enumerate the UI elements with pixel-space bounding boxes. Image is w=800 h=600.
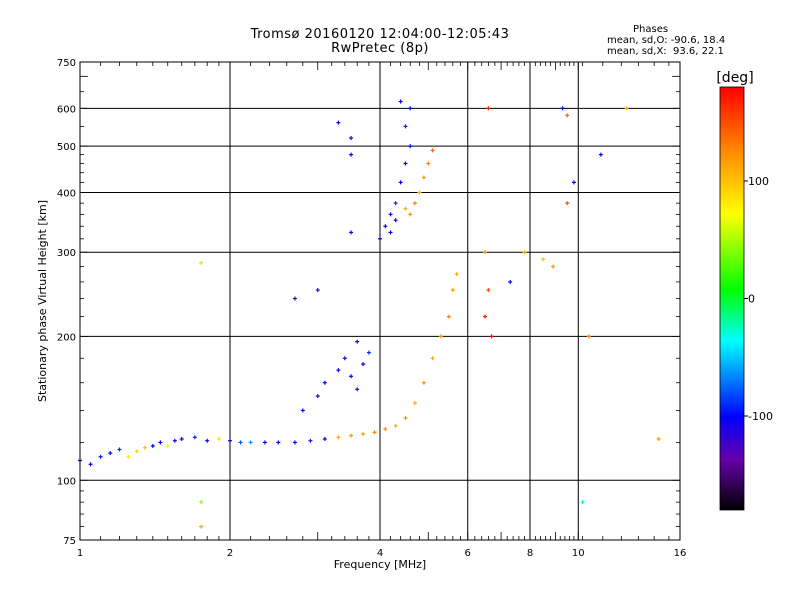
x-tick-label: 6 bbox=[465, 548, 471, 559]
colorbar-tick-label: 100 bbox=[748, 175, 769, 188]
scatter-points bbox=[78, 99, 661, 529]
y-tick-label: 300 bbox=[57, 248, 76, 259]
x-tick-label: 2 bbox=[227, 548, 233, 559]
phase-stats-x-mode: mean, sd,X: 93.6, 22.1 bbox=[607, 46, 724, 57]
x-axis-label: Frequency [MHz] bbox=[334, 558, 426, 571]
x-tick-label: 1 bbox=[77, 548, 83, 559]
x-tick-label: 4 bbox=[377, 548, 383, 559]
colorbar-ticks: 100 0 -100 bbox=[744, 175, 773, 423]
y-tick-label: 600 bbox=[57, 104, 76, 115]
chart-title: Tromsø 20160120 12:04:00-12:05:43 bbox=[250, 27, 510, 42]
chart-subtitle: RwPretec (8p) bbox=[331, 41, 429, 56]
y-tick-label: 750 bbox=[57, 58, 76, 69]
y-ticks: 75 100 200 300 400 500 600 750 bbox=[57, 58, 680, 547]
y-tick-label: 400 bbox=[57, 188, 76, 199]
phase-stats-heading: Phases bbox=[633, 24, 669, 35]
y-tick-label: 500 bbox=[57, 142, 76, 153]
x-ticks: 1 2 4 6 8 10 16 bbox=[77, 62, 687, 559]
colorbar bbox=[719, 86, 745, 511]
y-tick-label: 200 bbox=[57, 332, 76, 343]
colorbar-label: [deg] bbox=[716, 70, 753, 86]
y-axis-label: Stationary phase Virtual Height [km] bbox=[36, 200, 49, 402]
x-tick-label: 16 bbox=[674, 548, 687, 559]
grid-lines bbox=[80, 62, 680, 540]
y-tick-label: 100 bbox=[57, 476, 76, 487]
x-tick-label: 10 bbox=[572, 548, 585, 559]
y-tick-label: 75 bbox=[63, 536, 76, 547]
colorbar-tick-label: -100 bbox=[748, 410, 773, 423]
x-tick-label: 8 bbox=[527, 548, 533, 559]
colorbar-tick-label: 0 bbox=[748, 293, 755, 306]
phase-stats-o-mode: mean, sd,O: -90.6, 18.4 bbox=[607, 35, 726, 46]
